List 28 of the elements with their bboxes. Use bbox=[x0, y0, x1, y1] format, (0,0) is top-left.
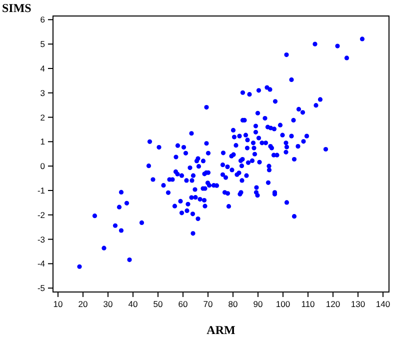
y-tick-label: 5 bbox=[40, 39, 46, 50]
x-axis-title: ARM bbox=[206, 323, 236, 337]
y-tick-label: 4 bbox=[40, 63, 46, 74]
y-tick-label: -4 bbox=[37, 258, 46, 269]
y-tick-label: 1 bbox=[40, 136, 46, 147]
x-tick-label: 140 bbox=[376, 299, 390, 309]
x-tick-label: 110 bbox=[301, 299, 316, 309]
y-axis-title: SIMS bbox=[2, 1, 32, 15]
y-tick-label: 0 bbox=[40, 161, 46, 172]
y-tick-label: 6 bbox=[40, 14, 46, 25]
y-tick-label: -5 bbox=[37, 283, 46, 294]
y-tick-label: 2 bbox=[40, 112, 46, 122]
x-tick-label: 70 bbox=[203, 299, 213, 309]
x-tick-label: 130 bbox=[350, 299, 366, 309]
x-tick-label: 90 bbox=[253, 299, 263, 309]
x-tick-label: 20 bbox=[78, 299, 88, 309]
x-tick-label: 100 bbox=[276, 299, 290, 309]
y-tick-label: -3 bbox=[37, 234, 46, 244]
y-tick-label: 3 bbox=[40, 88, 46, 98]
y-tick-label: -1 bbox=[37, 185, 46, 196]
x-tick-label: 50 bbox=[153, 299, 163, 309]
x-tick-label: 40 bbox=[128, 299, 138, 309]
x-tick-label: 60 bbox=[178, 299, 188, 309]
x-tick-label: 80 bbox=[228, 299, 238, 309]
x-tick-label: 10 bbox=[53, 299, 63, 309]
x-tick-label: 120 bbox=[326, 299, 340, 309]
y-tick-label: -2 bbox=[37, 210, 46, 220]
x-tick-label: 30 bbox=[103, 299, 113, 309]
